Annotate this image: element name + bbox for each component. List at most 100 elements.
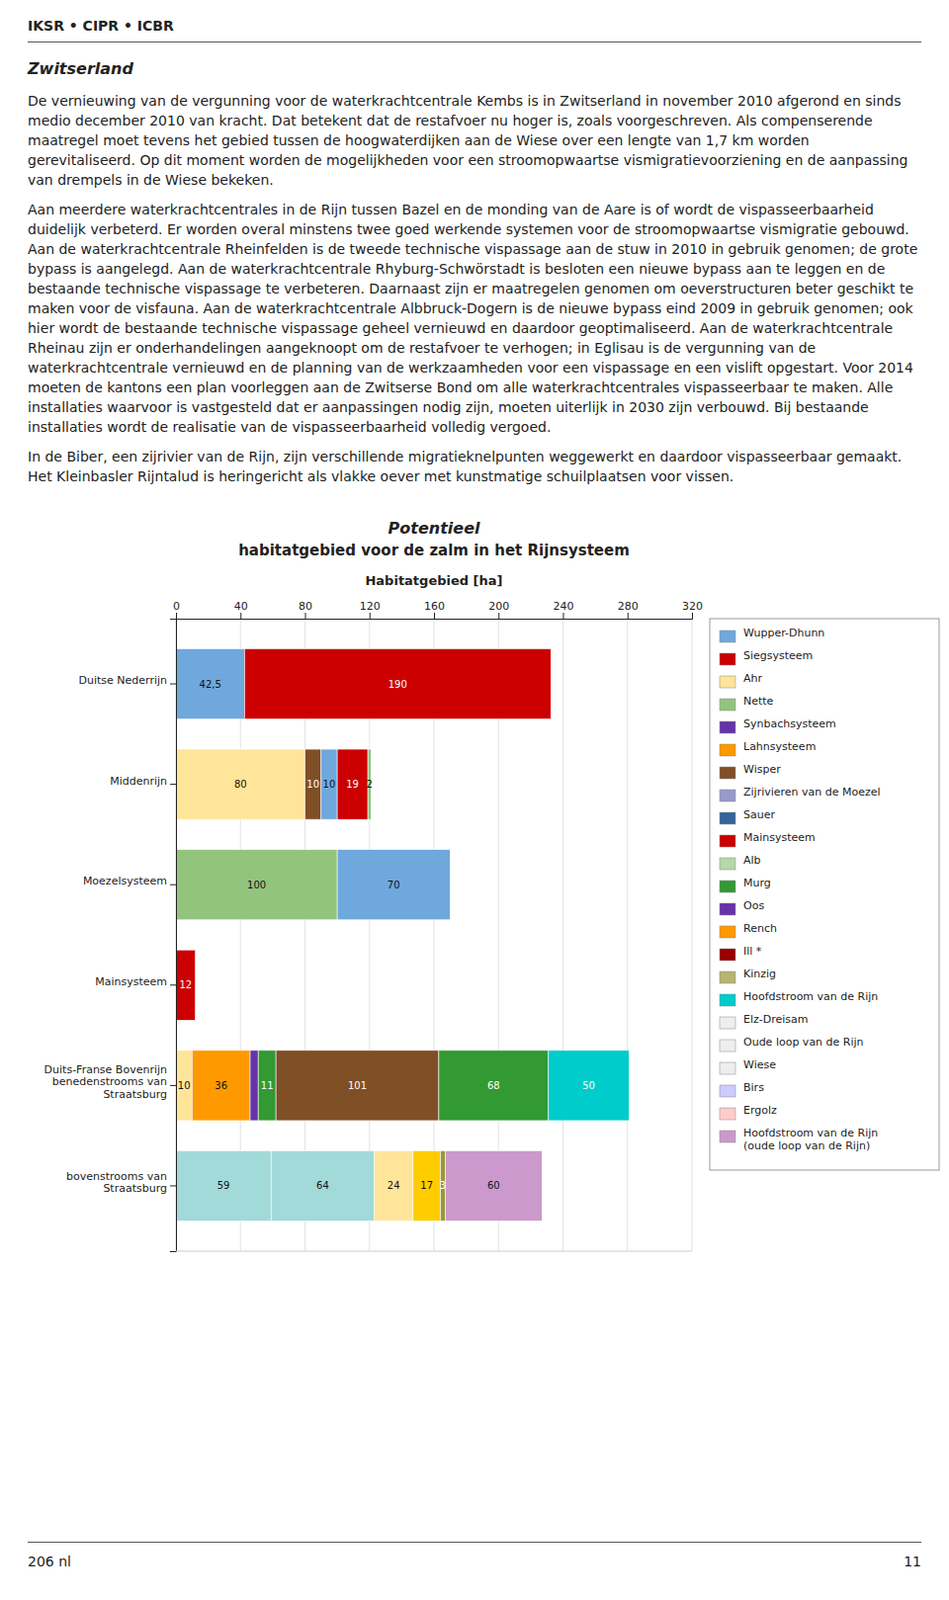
bar-segment bbox=[440, 1150, 446, 1221]
y-tick-label: Mainsysteem bbox=[94, 975, 168, 989]
plot: 42,5801001210591901070366410241911172101… bbox=[44, 600, 703, 1253]
bar-segment bbox=[175, 949, 196, 1021]
paragraph: De vernieuwing van de vergunning voor de… bbox=[27, 90, 922, 190]
x-axis-title: Habitatgebied [ha] bbox=[364, 573, 503, 589]
data-label: 10 bbox=[177, 1080, 191, 1092]
y-tick-label: Moezelsysteem bbox=[83, 874, 168, 888]
data-label: 64 bbox=[316, 1180, 330, 1192]
legend-swatch bbox=[719, 744, 736, 757]
legend-item: Murg bbox=[719, 876, 772, 893]
y-axis-line bbox=[170, 619, 177, 1253]
bar-segment bbox=[413, 1150, 441, 1221]
legend-swatch bbox=[719, 721, 736, 734]
legend-label: Wiese bbox=[743, 1058, 777, 1072]
legend-label: Oos bbox=[743, 899, 765, 913]
legend-swatch bbox=[719, 903, 736, 916]
legend-swatch bbox=[719, 676, 736, 689]
legend-swatch bbox=[719, 926, 736, 939]
bar-segment bbox=[374, 1150, 414, 1221]
data-label: 80 bbox=[234, 778, 248, 790]
legend-item: Sauer bbox=[719, 808, 776, 825]
bar-segment bbox=[175, 1050, 192, 1122]
x-tick-mark bbox=[563, 612, 565, 619]
body-text: De vernieuwing van de vergunning voor de… bbox=[27, 90, 922, 497]
grid-line bbox=[691, 618, 693, 1252]
legend-swatch bbox=[719, 1017, 736, 1030]
legend-label: Rench bbox=[743, 922, 777, 936]
footer-right: 11 bbox=[903, 1553, 922, 1570]
legend-item: Wiese bbox=[719, 1058, 777, 1075]
bar-segment bbox=[175, 749, 306, 820]
legend-item: Ill * bbox=[719, 945, 763, 961]
y-tick-mark bbox=[170, 1185, 176, 1187]
legend-swatch bbox=[719, 789, 736, 802]
bar-segment bbox=[175, 850, 338, 921]
legend-item: Ergolz bbox=[719, 1104, 777, 1121]
header-rule bbox=[27, 41, 922, 43]
y-tick-mark bbox=[170, 1085, 176, 1087]
x-tick: 200 bbox=[488, 600, 510, 619]
legend-label: Alb bbox=[743, 854, 762, 867]
legend-label: Mainsysteem bbox=[743, 831, 816, 845]
legend-swatch bbox=[719, 1085, 736, 1098]
x-tick-label: 160 bbox=[424, 600, 445, 613]
bar-segment bbox=[337, 850, 450, 921]
legend-label: Zijrivieren van de Moezel bbox=[743, 785, 881, 799]
x-tick-label: 80 bbox=[298, 600, 313, 613]
legend-item: Mainsysteem bbox=[719, 831, 816, 848]
x-axis-line bbox=[176, 612, 693, 620]
legend-swatch bbox=[719, 812, 736, 825]
bar-segment bbox=[258, 1050, 276, 1122]
data-labels: 42,5801001210591901070366410241911172101… bbox=[177, 679, 596, 1193]
x-tick: 0 bbox=[172, 600, 180, 619]
y-tick-mark bbox=[170, 984, 176, 986]
y-tick: Duits-Franse Bovenrijnbenedenstrooms van… bbox=[44, 1063, 176, 1102]
legend-label: Ahr bbox=[743, 672, 763, 686]
bar-segment bbox=[244, 648, 551, 719]
bars bbox=[175, 648, 629, 1221]
legend-swatch bbox=[719, 1062, 736, 1075]
data-label: 42,5 bbox=[199, 679, 222, 691]
data-label: 68 bbox=[487, 1080, 501, 1092]
y-tick-label: Duitse Nederrijn bbox=[79, 674, 169, 688]
legend-label: Wisper bbox=[743, 763, 781, 777]
legend-label: Elz-Dreisam bbox=[743, 1013, 809, 1027]
y-tick-mark bbox=[170, 884, 176, 886]
data-label: 101 bbox=[347, 1080, 367, 1092]
x-tick: 80 bbox=[298, 600, 313, 619]
bar-segment bbox=[548, 1050, 630, 1122]
legend-label: Hoofdstroom van de Rijn bbox=[743, 990, 878, 1004]
bar-segment bbox=[321, 749, 338, 820]
data-label: 10 bbox=[323, 778, 337, 790]
plot-frame-bottom bbox=[175, 1251, 692, 1253]
header: IKSR • CIPR • ICBR bbox=[27, 17, 174, 34]
legend-swatch bbox=[719, 858, 736, 870]
chart-title: Potentieel bbox=[388, 518, 481, 538]
x-tick-mark bbox=[305, 612, 307, 619]
legend-item: Zijrivieren van de Moezel bbox=[719, 785, 881, 802]
legend-item: Oude loop van de Rijn bbox=[719, 1035, 864, 1052]
x-axis: 04080120160200240280320 bbox=[172, 600, 703, 620]
legend-item: Kinzig bbox=[719, 967, 777, 984]
y-tick-label: Duits-Franse Bovenrijnbenedenstrooms van… bbox=[44, 1063, 168, 1102]
data-label: 59 bbox=[217, 1180, 231, 1192]
x-tick: 320 bbox=[682, 600, 703, 619]
data-label: 50 bbox=[582, 1080, 596, 1092]
x-tick: 160 bbox=[424, 600, 445, 619]
x-tick-label: 200 bbox=[488, 600, 510, 613]
data-label: 12 bbox=[178, 979, 192, 991]
legend-label: Kinzig bbox=[743, 967, 777, 981]
x-tick-mark bbox=[498, 612, 500, 619]
y-tick-label: Middenrijn bbox=[109, 775, 168, 788]
x-tick-mark bbox=[240, 612, 242, 619]
x-tick: 120 bbox=[359, 600, 381, 619]
legend-label: Ill * bbox=[743, 945, 763, 958]
legend-swatch bbox=[719, 630, 736, 643]
legend: Wupper-DhunnSiegsysteemAhrNetteSynbachsy… bbox=[709, 618, 940, 1171]
legend-label: Ergolz bbox=[743, 1104, 777, 1118]
legend-swatch bbox=[719, 1108, 736, 1121]
legend-item: Wisper bbox=[719, 763, 781, 779]
legend-label: Hoofdstroom van de Rijn(oude loop van de… bbox=[743, 1126, 878, 1153]
x-tick-mark bbox=[369, 612, 371, 619]
legend-item: Alb bbox=[719, 854, 762, 870]
